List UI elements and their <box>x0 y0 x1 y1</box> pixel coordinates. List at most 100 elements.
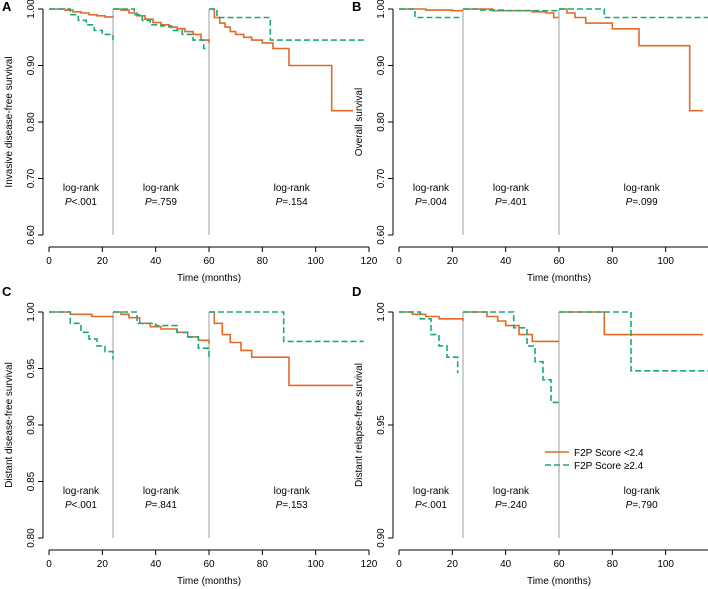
p-value-number: =.759 <box>152 197 178 208</box>
y-axis-title: Distant relapse-free survival <box>354 363 365 487</box>
y-tick-label: 0.80 <box>376 112 387 132</box>
p-value: P=.153 <box>276 500 308 511</box>
survival-curve-high <box>113 311 210 358</box>
legend-label: F2P Score <2.4 <box>574 448 644 459</box>
y-tick-label: 0.70 <box>26 168 37 188</box>
y-tick-label: 0.80 <box>26 112 37 132</box>
p-value: P=.759 <box>145 197 177 208</box>
survival-curve-low <box>559 8 703 112</box>
log-rank-label: log-rank <box>624 183 661 194</box>
x-tick-label: 80 <box>607 559 619 570</box>
y-tick-label: 0.80 <box>26 528 37 548</box>
x-tick-label: 20 <box>97 256 109 267</box>
p-value-number: =.154 <box>282 197 308 208</box>
x-tick-label: 80 <box>257 256 269 267</box>
p-value-number: =.153 <box>282 500 308 511</box>
log-rank-label: log-rank <box>63 183 100 194</box>
p-value-number: <.001 <box>72 197 98 208</box>
x-axis-title: Time (months) <box>527 273 591 284</box>
x-axis-title: Time (months) <box>177 576 241 587</box>
y-tick-label: 0.90 <box>376 55 387 75</box>
p-value-number: =.099 <box>632 197 658 208</box>
survival-curve-high <box>209 8 364 41</box>
panel-letter: C <box>2 284 12 299</box>
y-tick-label: 1.00 <box>26 302 37 322</box>
legend: F2P Score <2.4 F2P Score ≥2.4 <box>545 448 644 472</box>
log-rank-label: log-rank <box>413 183 450 194</box>
p-value: P=.401 <box>495 197 527 208</box>
panel-B: B 0.60 0.70 0.80 0.90 1.00 0 20 40 60 80 100 120 Time… <box>352 0 708 284</box>
x-tick-label: 0 <box>46 256 52 267</box>
p-value: P=.790 <box>626 500 658 511</box>
panel-letter: B <box>352 0 361 14</box>
log-rank-label: log-rank <box>624 486 661 497</box>
panel-D: D 0.90 0.95 1.00 0 20 40 60 80 100 120 Time (months… <box>352 284 708 587</box>
log-rank-label: log-rank <box>143 486 180 497</box>
x-tick-label: 40 <box>150 559 162 570</box>
x-tick-label: 40 <box>500 559 512 570</box>
survival-curve-high <box>559 311 708 372</box>
y-tick-label: 0.90 <box>26 55 37 75</box>
y-tick-label: 1.00 <box>376 302 387 322</box>
y-axis-title: Invasive disease-free survival <box>4 56 15 187</box>
y-axis-title: Overall survival <box>354 88 365 156</box>
survival-curve-high <box>559 8 708 19</box>
p-value-number: =.004 <box>422 197 448 208</box>
x-tick-label: 80 <box>257 559 269 570</box>
p-value-number: =.401 <box>502 197 528 208</box>
survival-curve-high <box>113 8 209 50</box>
survival-curve-high <box>49 8 114 41</box>
survival-curve-high <box>209 311 364 343</box>
p-value: P=.004 <box>415 197 447 208</box>
y-tick-label: 1.00 <box>376 0 387 19</box>
y-tick-label: 0.95 <box>376 415 387 435</box>
survival-curve-high <box>49 311 114 360</box>
x-tick-label: 100 <box>307 256 324 267</box>
x-tick-label: 20 <box>447 559 459 570</box>
x-tick-label: 60 <box>553 256 565 267</box>
survival-curve-high <box>399 8 463 19</box>
x-tick-label: 60 <box>203 256 215 267</box>
y-tick-label: 0.70 <box>376 168 387 188</box>
legend-label: F2P Score ≥2.4 <box>574 461 644 472</box>
y-tick-label: 0.90 <box>376 528 387 548</box>
p-value: P<.001 <box>415 500 447 511</box>
log-rank-label: log-rank <box>493 183 530 194</box>
survival-curve-low <box>49 8 114 18</box>
p-value: P=.841 <box>145 500 177 511</box>
p-value-number: =.790 <box>632 500 658 511</box>
p-value: P<.001 <box>65 500 97 511</box>
p-value-number: =.841 <box>152 500 178 511</box>
survival-curve-low <box>463 311 559 343</box>
survival-curve-high <box>463 311 559 404</box>
p-value: P=.154 <box>276 197 308 208</box>
x-tick-label: 20 <box>447 256 459 267</box>
p-value: P=.240 <box>495 500 527 511</box>
x-tick-label: 120 <box>361 559 378 570</box>
p-value-number: <.001 <box>422 500 448 511</box>
log-rank-label: log-rank <box>63 486 100 497</box>
survival-curve-low <box>49 311 114 318</box>
x-tick-label: 80 <box>607 256 619 267</box>
p-value: P<.001 <box>65 197 97 208</box>
survival-curve-low <box>399 8 463 12</box>
log-rank-label: log-rank <box>493 486 530 497</box>
x-tick-label: 0 <box>396 256 402 267</box>
p-value: P=.099 <box>626 197 658 208</box>
x-tick-label: 60 <box>203 559 215 570</box>
y-tick-label: 0.60 <box>26 225 37 245</box>
p-value-number: <.001 <box>72 500 98 511</box>
p-value-number: =.240 <box>502 500 528 511</box>
x-tick-label: 0 <box>396 559 402 570</box>
y-tick-label: 0.95 <box>26 358 37 378</box>
survival-curve-low <box>209 8 353 112</box>
x-tick-label: 100 <box>657 256 674 267</box>
panel-letter: A <box>2 0 12 14</box>
survival-curve-high <box>463 8 559 12</box>
x-axis-title: Time (months) <box>527 576 591 587</box>
log-rank-label: log-rank <box>274 183 311 194</box>
panel-C: C 0.80 0.85 0.90 0.95 1.00 0 20 40 60 80 100 120 Time… <box>2 284 378 587</box>
x-tick-label: 60 <box>553 559 565 570</box>
x-tick-label: 40 <box>500 256 512 267</box>
x-axis-title: Time (months) <box>177 273 241 284</box>
